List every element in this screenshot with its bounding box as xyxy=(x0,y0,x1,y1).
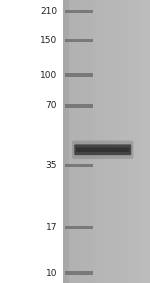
Bar xyxy=(64,164,93,167)
Text: 17: 17 xyxy=(45,223,57,232)
Bar xyxy=(63,0,69,283)
FancyBboxPatch shape xyxy=(72,141,134,159)
Text: 100: 100 xyxy=(40,71,57,80)
Text: 10: 10 xyxy=(45,269,57,278)
Text: 35: 35 xyxy=(45,161,57,170)
Text: kDa: kDa xyxy=(8,0,29,1)
FancyBboxPatch shape xyxy=(74,144,131,155)
Bar xyxy=(64,104,93,108)
Bar xyxy=(64,73,93,77)
Bar xyxy=(64,10,93,13)
Text: 150: 150 xyxy=(40,36,57,45)
Bar xyxy=(64,38,93,42)
Bar xyxy=(64,271,93,275)
Text: 210: 210 xyxy=(40,7,57,16)
Bar xyxy=(63,0,150,283)
Text: 70: 70 xyxy=(45,101,57,110)
FancyBboxPatch shape xyxy=(76,147,129,152)
Bar xyxy=(64,226,93,229)
